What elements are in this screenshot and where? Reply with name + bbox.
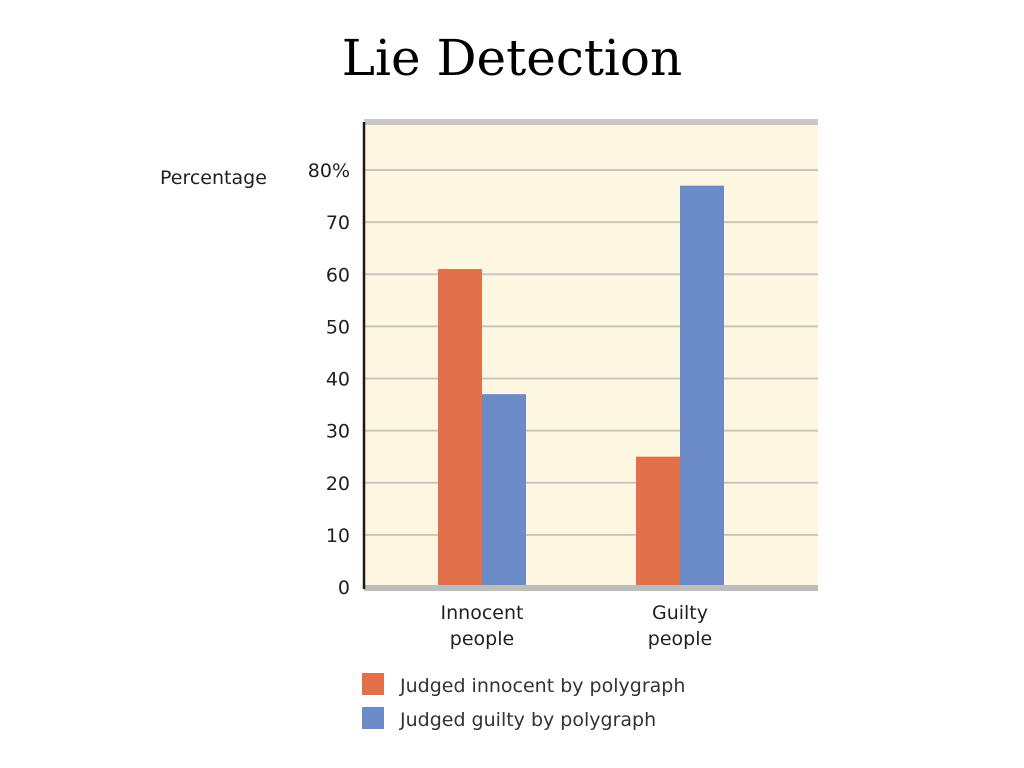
legend-label: Judged guilty by polygraph: [399, 709, 656, 731]
y-tick-label: 70: [326, 212, 350, 234]
plot-background: [364, 122, 818, 587]
bar: [680, 185, 724, 587]
category-label: Guilty people: [648, 602, 712, 650]
legend-swatch: [362, 707, 384, 729]
bar: [636, 456, 680, 587]
legend-label: Judged innocent by polygraph: [399, 675, 685, 697]
slide-title: Lie Detection: [341, 29, 683, 87]
legend-swatch: [362, 673, 384, 695]
plot-top-border: [364, 119, 818, 125]
bars: [438, 185, 724, 587]
bar: [482, 394, 526, 587]
y-tick-label: 80%: [308, 160, 350, 182]
y-tick-label: 10: [326, 525, 350, 547]
category-label: Innocent people: [441, 602, 524, 650]
y-tick-label: 30: [326, 421, 350, 443]
y-tick-label: 20: [326, 473, 350, 495]
y-tick-label: 50: [326, 316, 350, 338]
x-axis-line: [364, 585, 818, 591]
axes: [362, 122, 818, 591]
labels: 0 10 20 30 40 50 60 70 80% Percentage Innocent peop…: [160, 160, 712, 650]
bar: [438, 269, 482, 587]
y-axis-label: Percentage: [160, 167, 267, 189]
legend: Judged innocent by polygraph Judged guilt…: [362, 673, 685, 731]
y-tick-label: 60: [326, 264, 350, 286]
y-tick-label: 0: [338, 577, 350, 599]
y-tick-label: 40: [326, 369, 350, 391]
